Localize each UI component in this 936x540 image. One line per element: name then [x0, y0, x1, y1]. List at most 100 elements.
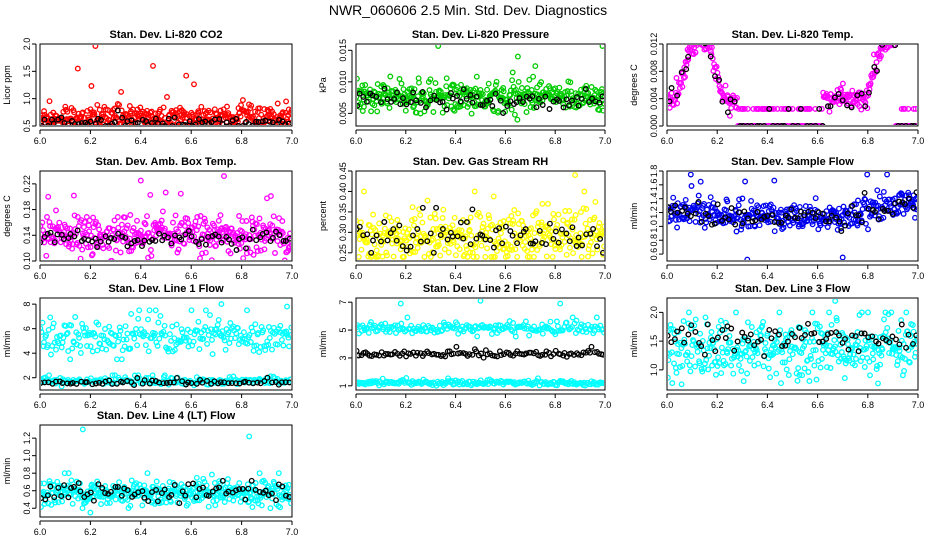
panel-9-point-all [808, 355, 814, 362]
panel-10-point-subset [176, 500, 183, 507]
panel-10-x-tick-label: 6.0 [34, 527, 47, 537]
panel-2-point-subset [504, 103, 511, 109]
panel-7-point-upper [240, 329, 247, 336]
panel-2-y-tick-label: 0.010 [338, 71, 348, 94]
panel-9-point-all [688, 353, 695, 360]
panel-10-point-subset [90, 497, 97, 504]
panel-3-point-all [685, 56, 692, 63]
panel-7-point-upper [122, 323, 129, 330]
panel-6-x-tick-label: 6.8 [862, 271, 875, 281]
panel-4-point-all [122, 214, 128, 221]
panel-5-point-subset [427, 230, 434, 237]
panel-7-point-subset [96, 379, 103, 386]
panel-9-point-all [912, 349, 917, 356]
panel-7-point-upper [247, 339, 254, 345]
panel-4-point-all [47, 223, 54, 230]
panel-6-point-all [838, 225, 844, 232]
panel-5-point-all [470, 253, 477, 260]
panel-3-point-subset [812, 123, 819, 125]
panel-7-point-subset [188, 380, 195, 387]
panel-4-point-subset [94, 244, 101, 250]
panel-7-point-upper [58, 344, 65, 351]
panel-2-point-subset [400, 95, 406, 102]
panel-5-point-subset [368, 249, 375, 256]
panel-4-point-all [89, 251, 96, 258]
panel-9-point-all [886, 350, 893, 357]
panel-6-y-tick-label: 1.4 [649, 192, 659, 205]
panel-5-point-all [370, 211, 377, 218]
panel-2-point-subset [489, 103, 496, 109]
panel-1-point-all [248, 102, 255, 109]
panel-9-point-all [875, 380, 881, 387]
panel-9-point-all [680, 318, 687, 325]
panel-9-point-all [740, 378, 747, 385]
panel-5-point-all [445, 249, 452, 256]
panel-3-point-subset [839, 97, 846, 104]
panel-5-point-subset [396, 222, 403, 229]
panel-1-point-subset [87, 118, 94, 125]
panel-7-point-subset [261, 378, 268, 385]
panel-1-point-all [159, 123, 166, 125]
panel-8-point-lower [379, 375, 386, 382]
panel-3-point-subset [804, 123, 810, 125]
panel-4-point-all [159, 208, 166, 215]
panel-9-point-all [867, 372, 873, 379]
panel-3-point-subset [865, 89, 872, 96]
panel-8-point-subset [357, 352, 362, 359]
panel-8-point-upper [512, 333, 519, 340]
panel-6-point-subset [828, 212, 835, 219]
panel-6-point-subset [838, 228, 845, 235]
panel-9-point-all [717, 317, 724, 324]
panel-3-point-all [728, 105, 735, 111]
panel-9-point-all [855, 338, 861, 345]
panel-5-point-all [463, 246, 470, 253]
panel-2-point-subset [373, 93, 380, 100]
panel-9-point-all [786, 356, 793, 363]
panel-4-point-all [67, 225, 73, 232]
panel-4-point-all [269, 222, 276, 229]
panel-4-point-all [274, 238, 281, 245]
panel-7-point-upper [260, 327, 267, 334]
panel-8-point-upper [539, 330, 546, 337]
panel-9-point-all [813, 376, 820, 383]
panel-6-point-all [836, 205, 842, 212]
panel-8-point-subset [357, 347, 360, 354]
panel-2-point-subset [582, 86, 589, 93]
panel-10-point-subset [154, 498, 161, 505]
panel-1-point-all [150, 62, 156, 69]
panel-4-point-all [174, 249, 181, 256]
panel-9-point-all [828, 321, 835, 328]
panel-2-point-subset [473, 93, 480, 100]
panel-9-point-all [846, 357, 853, 364]
panel-6-point-subset [833, 214, 840, 221]
panel-7-point-upper [265, 341, 272, 348]
panel-7-point-upper [48, 351, 54, 358]
panel-10-point-subset [239, 485, 246, 492]
panel-10-point-subset [193, 494, 200, 501]
panel-9-point-all [812, 347, 819, 354]
panel-7-x-tick-label: 6.0 [34, 400, 47, 410]
panel-1-x-tick-label: 6.6 [185, 136, 198, 146]
panel-7-point-upper [288, 324, 291, 331]
panel-4-point-all [201, 215, 208, 222]
panel-2-x-tick-label: 6.8 [549, 136, 562, 146]
panel-3-point-subset [824, 103, 831, 110]
panel-3-point-subset [761, 123, 767, 125]
panel-7-point-upper [41, 319, 46, 326]
panel-3-point-all [679, 83, 686, 90]
panel-7-point-upper [77, 350, 84, 356]
panel-2-point-all [443, 83, 450, 90]
panel-5-point-all [364, 239, 371, 246]
panel-8-point-upper [398, 320, 405, 327]
panel-9-point-all [736, 362, 742, 369]
panel-2-point-all [500, 85, 507, 91]
panel-6-point-subset [682, 204, 688, 211]
panel-3-point-all [741, 105, 748, 112]
panel-5-point-all [583, 206, 590, 212]
panel-4-point-subset [97, 238, 104, 245]
panel-8-point-subset [442, 353, 449, 360]
panel-10-point-all [288, 493, 291, 500]
panel-5-point-all [527, 235, 534, 242]
panel-9-y-tick-label: 1.5 [649, 335, 659, 348]
panel-6-title: Stan. Dev. Sample Flow [731, 156, 854, 168]
